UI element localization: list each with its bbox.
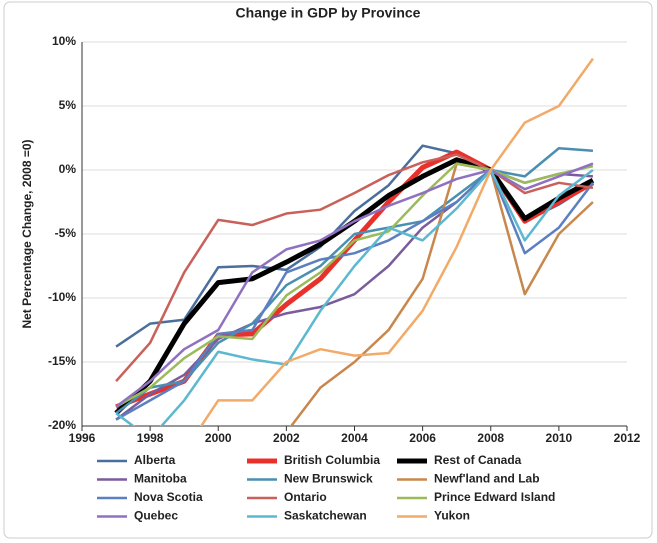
x-tick-label: 1996 xyxy=(69,431,96,445)
legend-label: Ontario xyxy=(284,490,327,504)
x-tick-label: 2012 xyxy=(614,431,641,445)
chart-title: Change in GDP by Province xyxy=(236,5,421,21)
y-tick-label: 10% xyxy=(52,34,76,48)
x-tick-label: 2004 xyxy=(341,431,368,445)
x-tick-label: 2006 xyxy=(409,431,436,445)
y-tick-label: -10% xyxy=(48,290,76,304)
series-line xyxy=(199,57,594,426)
legend-label: Rest of Canada xyxy=(434,453,522,467)
series-line xyxy=(289,162,594,426)
legend-label: Yukon xyxy=(434,509,470,523)
y-tick-label: -15% xyxy=(48,354,76,368)
x-tick-label: 2002 xyxy=(273,431,300,445)
legend-label: Prince Edward Island xyxy=(434,490,555,504)
series-line xyxy=(115,168,594,426)
y-tick-label: -20% xyxy=(48,418,76,432)
series-line xyxy=(115,162,594,408)
series-line xyxy=(115,162,594,408)
legend-label: Quebec xyxy=(134,509,178,523)
y-tick-label: -5% xyxy=(55,226,77,240)
legend-label: Manitoba xyxy=(134,472,187,486)
legend-label: New Brunswick xyxy=(284,472,373,486)
legend-label: Nova Scotia xyxy=(134,490,203,504)
x-tick-label: 2008 xyxy=(477,431,504,445)
legend-label: Alberta xyxy=(134,453,176,467)
x-tick-label: 2010 xyxy=(546,431,573,445)
legend-label: British Columbia xyxy=(284,453,380,467)
series-line xyxy=(115,146,594,415)
legend-label: Newf'land and Lab xyxy=(434,472,540,486)
x-tick-label: 1998 xyxy=(137,431,164,445)
y-tick-label: 5% xyxy=(59,98,77,112)
series-line xyxy=(115,153,594,383)
legend-label: Saskatchewan xyxy=(284,509,367,523)
series-line xyxy=(115,168,594,421)
y-tick-label: 0% xyxy=(59,162,77,176)
x-tick-label: 2000 xyxy=(205,431,232,445)
y-axis-label: Net Percentage Change, 2008 =0) xyxy=(20,139,34,328)
